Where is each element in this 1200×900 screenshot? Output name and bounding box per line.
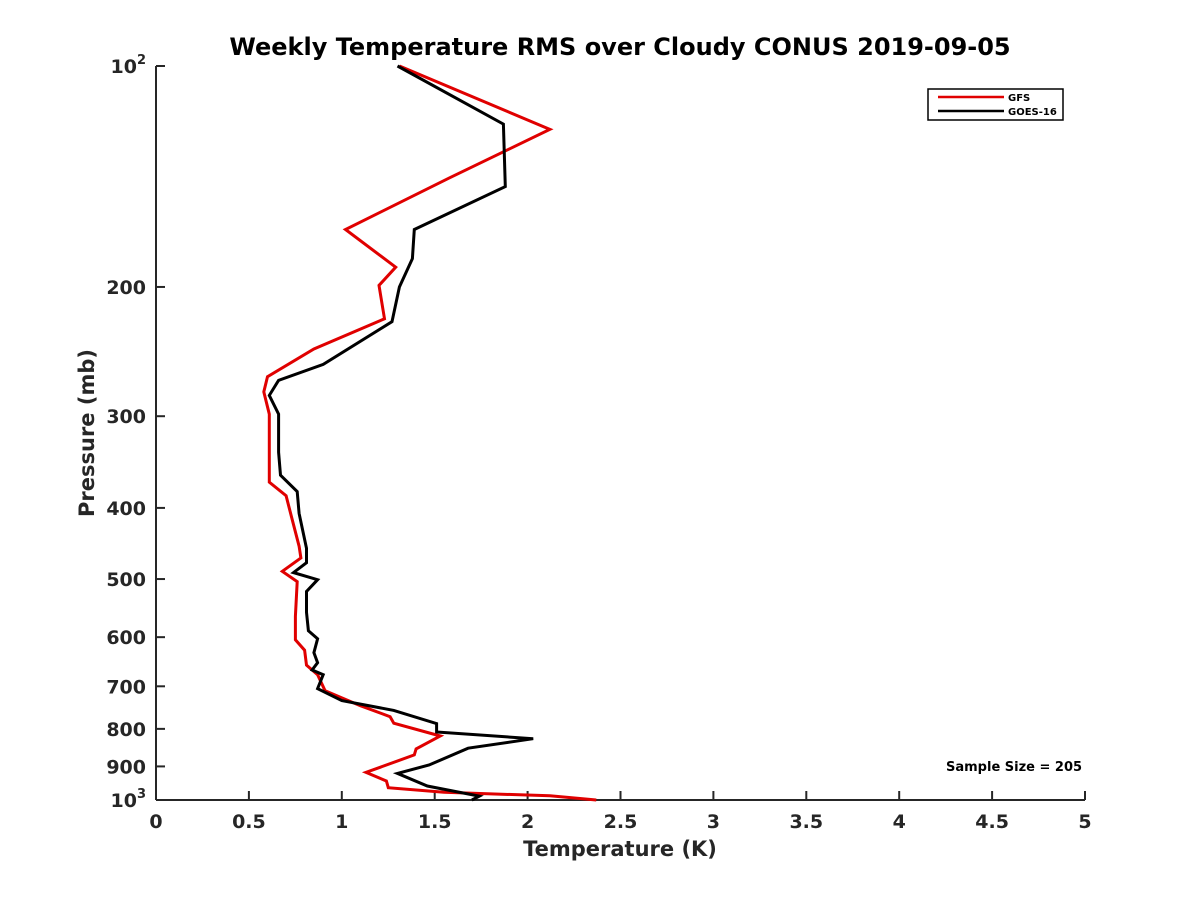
series-line-gfs: [262, 64, 597, 802]
y-tick-label: 200: [106, 277, 146, 299]
x-tick-label: 0: [149, 811, 162, 833]
y-tick-label: 400: [106, 498, 146, 520]
x-tick-label: 4: [893, 811, 906, 833]
legend-label-goes16: GOES-16: [1008, 107, 1057, 118]
x-tick-label: 3.5: [789, 811, 823, 833]
y-tick-label: 900: [106, 756, 146, 778]
legend: GFS GOES-16: [927, 88, 1064, 121]
x-tick-label: 1: [335, 811, 348, 833]
y-tick-label: 300: [106, 406, 146, 428]
plot-area: [155, 66, 1085, 801]
x-tick-label: 1.5: [418, 811, 452, 833]
x-tick-label: 5: [1078, 811, 1091, 833]
chart-title: Weekly Temperature RMS over Cloudy CONUS…: [229, 33, 1010, 61]
x-tick-label: 4.5: [975, 811, 1009, 833]
y-tick-label: 800: [106, 719, 146, 741]
series-line-goes16: [267, 64, 534, 802]
x-tick-label: 3: [707, 811, 720, 833]
y-tick-label: 500: [106, 569, 146, 591]
x-axis-label: Temperature (K): [523, 837, 717, 861]
legend-box: [927, 88, 1064, 121]
x-tick-label: 2.5: [604, 811, 638, 833]
y-tick-label: 102: [111, 53, 147, 78]
sample-size-annotation: Sample Size = 205: [946, 760, 1082, 775]
y-axis-ticks: 102 200 300 400 500 600 700 800 900 103: [106, 53, 165, 812]
series-layer: [262, 64, 597, 802]
x-axis-ticks: 0 0.5 1 1.5 2 2.5 3 3.5 4 4.5 5: [149, 791, 1092, 833]
y-tick-label: 700: [106, 676, 146, 698]
y-tick-label: 600: [106, 627, 146, 649]
legend-label-gfs: GFS: [1008, 93, 1030, 104]
y-axis-label: Pressure (mb): [75, 349, 99, 517]
x-tick-label: 2: [521, 811, 534, 833]
y-tick-label: 103: [111, 787, 147, 812]
x-tick-label: 0.5: [232, 811, 266, 833]
